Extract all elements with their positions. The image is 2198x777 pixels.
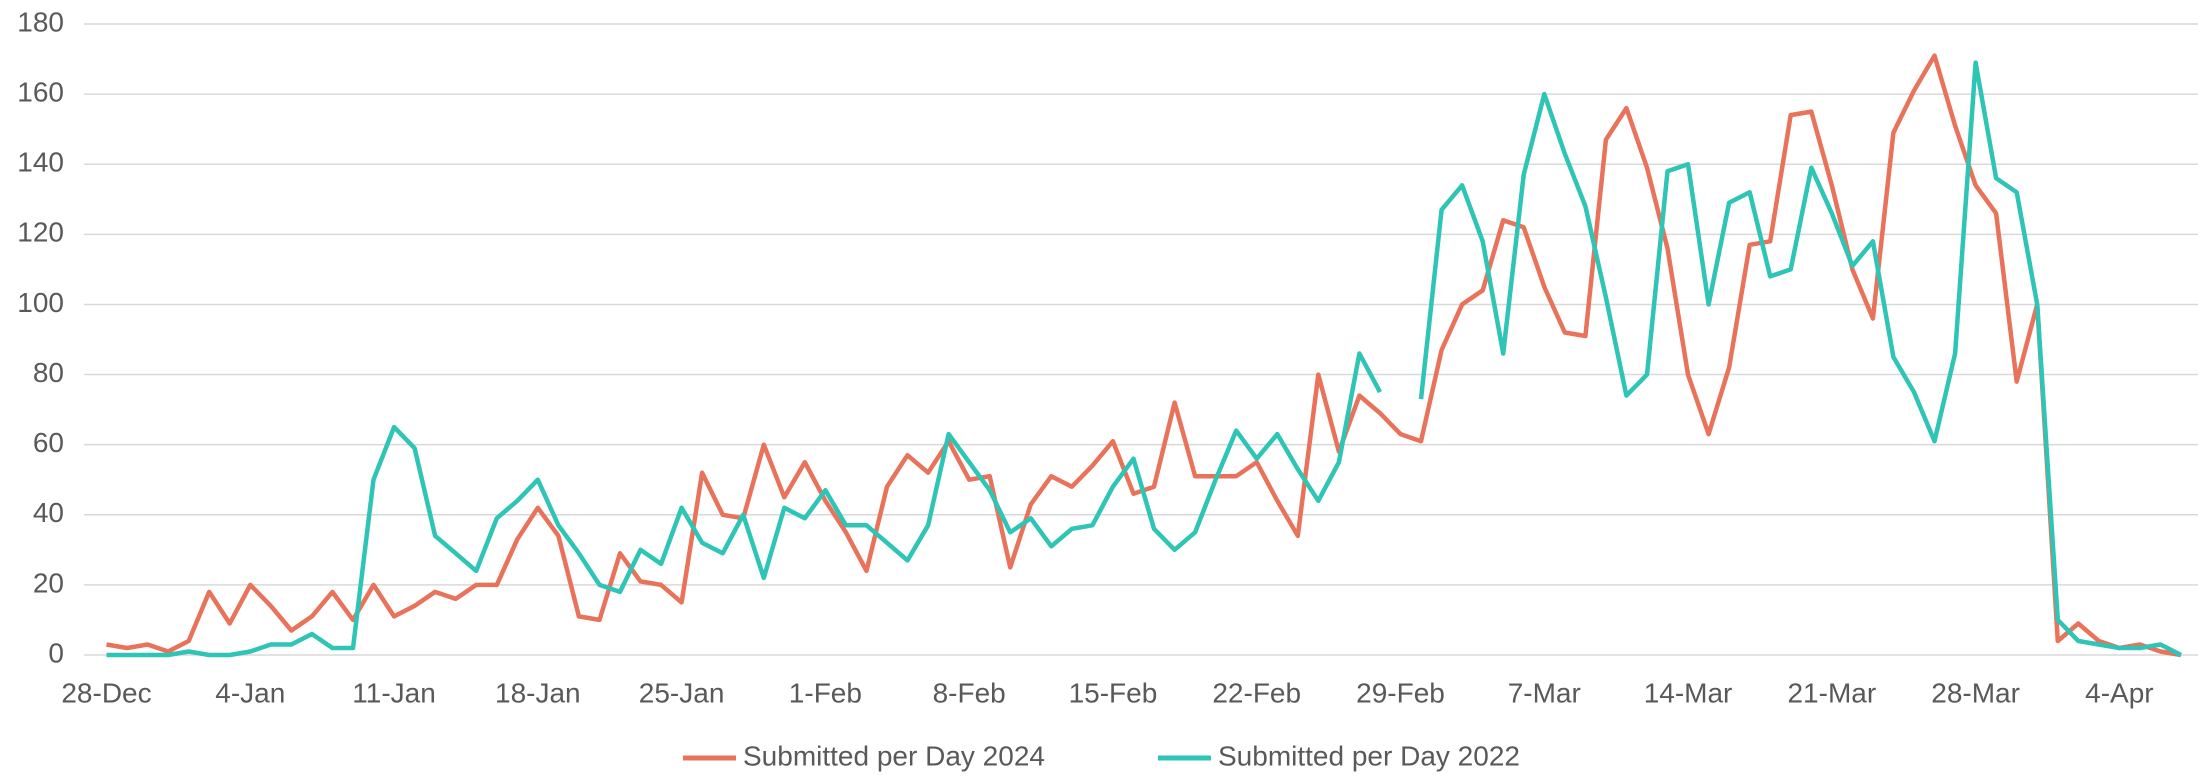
x-tick-label: 29-Feb <box>1356 677 1445 708</box>
y-tick-label: 60 <box>33 427 64 458</box>
y-tick-label: 0 <box>48 637 64 668</box>
x-tick-label: 14-Mar <box>1644 677 1733 708</box>
y-tick-label: 120 <box>17 217 64 248</box>
y-tick-label: 80 <box>33 357 64 388</box>
y-tick-label: 140 <box>17 147 64 178</box>
x-tick-label: 15-Feb <box>1069 677 1158 708</box>
x-tick-label: 18-Jan <box>495 677 581 708</box>
line-series <box>1418 60 2183 658</box>
y-tick-label: 160 <box>17 77 64 108</box>
x-tick-label: 21-Mar <box>1787 677 1876 708</box>
x-tick-label: 4-Jan <box>215 677 285 708</box>
line-series <box>106 53 2182 658</box>
legend-label: Submitted per Day 2022 <box>1218 740 1520 771</box>
legend-label: Submitted per Day 2024 <box>743 740 1045 771</box>
line-series <box>106 351 1382 658</box>
x-tick-label: 22-Feb <box>1212 677 1301 708</box>
y-tick-label: 180 <box>17 6 64 37</box>
x-tick-label: 8-Feb <box>933 677 1006 708</box>
y-tick-label: 40 <box>33 497 64 528</box>
x-tick-label: 11-Jan <box>352 677 436 708</box>
x-tick-label: 7-Mar <box>1508 677 1581 708</box>
x-tick-label: 4-Apr <box>2085 677 2153 708</box>
x-tick-label: 1-Feb <box>789 677 862 708</box>
x-tick-label: 28-Dec <box>61 677 151 708</box>
y-tick-label: 20 <box>33 567 64 598</box>
y-tick-label: 100 <box>17 287 64 318</box>
x-tick-label: 25-Jan <box>639 677 725 708</box>
x-tick-label: 28-Mar <box>1931 677 2020 708</box>
